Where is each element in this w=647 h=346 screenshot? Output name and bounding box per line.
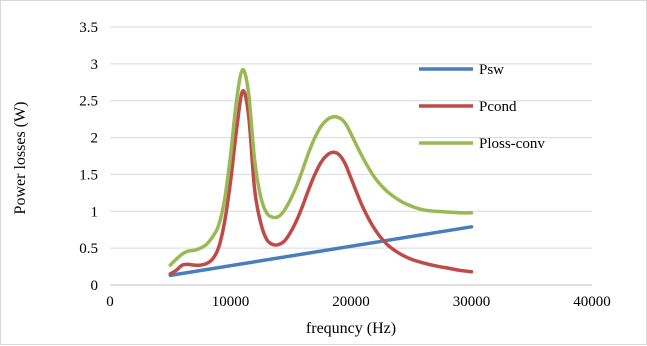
x-tick-label: 40000	[573, 294, 611, 310]
legend: Psw Pcond Ploss-conv	[419, 62, 545, 152]
y-tick-label: 1	[91, 204, 99, 220]
y-tick-label: 0	[91, 278, 99, 294]
y-axis-title: Power losses (W)	[12, 102, 29, 215]
y-tick-label: 2.5	[79, 94, 98, 110]
legend-label-psw: Psw	[479, 62, 504, 78]
y-tick-label: 3.5	[79, 20, 98, 36]
x-tick-label: 0	[106, 294, 114, 310]
legend-label-pcond: Pcond	[479, 99, 517, 115]
x-tick-label: 10000	[212, 294, 250, 310]
y-tick-label: 3	[91, 57, 99, 73]
y-tick-label: 0.5	[79, 241, 98, 257]
x-axis-title: frequncy (Hz)	[306, 320, 396, 337]
series-line-ploss-conv	[168, 68, 474, 267]
series-lines	[168, 68, 474, 278]
y-tick-label: 2	[91, 131, 99, 147]
series-line-psw	[168, 225, 474, 278]
series-line-pcond	[168, 89, 474, 276]
axes: 0 0.5 1 1.5 2 2.5 3 3.5 0 10000 20000 30000 40000	[79, 20, 611, 310]
y-tick-label: 1.5	[79, 167, 98, 183]
legend-label-ploss-conv: Ploss-conv	[479, 136, 545, 152]
x-tick-label: 20000	[332, 294, 370, 310]
x-tick-label: 30000	[453, 294, 491, 310]
